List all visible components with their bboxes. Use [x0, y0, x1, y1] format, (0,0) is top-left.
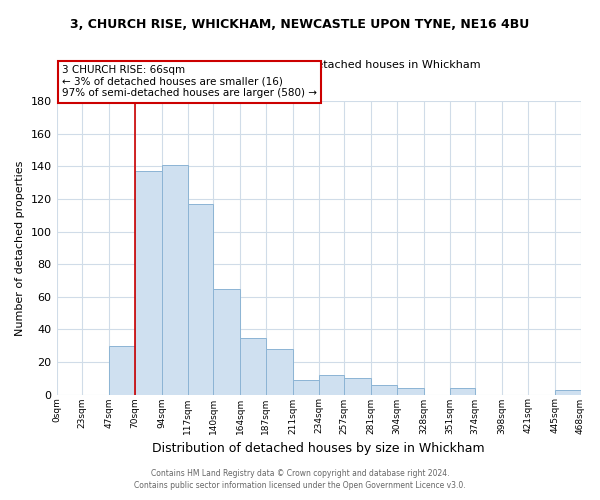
- X-axis label: Distribution of detached houses by size in Whickham: Distribution of detached houses by size …: [152, 442, 485, 455]
- Bar: [213, 288, 240, 395]
- Bar: [240, 338, 266, 394]
- Title: Size of property relative to detached houses in Whickham: Size of property relative to detached ho…: [157, 60, 481, 70]
- Bar: [371, 384, 397, 394]
- Bar: [449, 388, 475, 394]
- Text: Contains HM Land Registry data © Crown copyright and database right 2024.
Contai: Contains HM Land Registry data © Crown c…: [134, 468, 466, 490]
- Text: 3 CHURCH RISE: 66sqm
← 3% of detached houses are smaller (16)
97% of semi-detach: 3 CHURCH RISE: 66sqm ← 3% of detached ho…: [62, 65, 317, 98]
- Text: 3, CHURCH RISE, WHICKHAM, NEWCASTLE UPON TYNE, NE16 4BU: 3, CHURCH RISE, WHICKHAM, NEWCASTLE UPON…: [70, 18, 530, 30]
- Bar: [293, 380, 319, 394]
- Bar: [319, 375, 344, 394]
- Bar: [266, 349, 293, 395]
- Bar: [135, 172, 162, 394]
- Bar: [555, 390, 581, 394]
- Bar: [162, 165, 188, 394]
- Bar: [188, 204, 213, 394]
- Bar: [397, 388, 424, 394]
- Y-axis label: Number of detached properties: Number of detached properties: [15, 160, 25, 336]
- Bar: [344, 378, 371, 394]
- Bar: [109, 346, 135, 395]
